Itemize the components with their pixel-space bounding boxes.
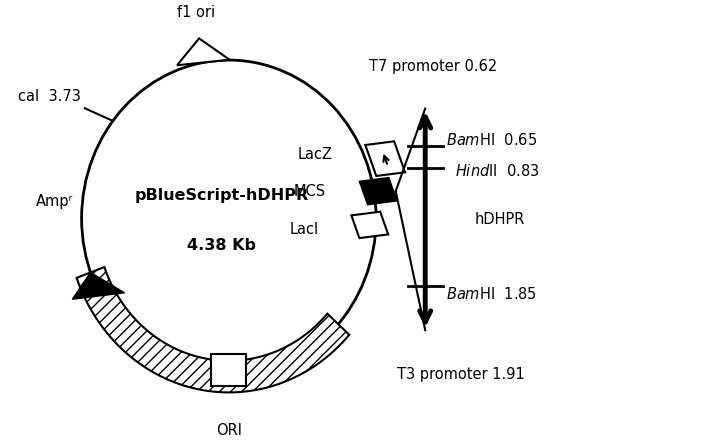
- Text: hDHPR: hDHPR: [474, 212, 525, 227]
- Text: T3 promoter 1.91: T3 promoter 1.91: [397, 367, 525, 382]
- Text: T7 promoter 0.62: T7 promoter 0.62: [369, 59, 498, 74]
- Polygon shape: [77, 267, 350, 392]
- Text: caI  3.73: caI 3.73: [19, 89, 81, 104]
- Text: MCS: MCS: [293, 183, 325, 198]
- Text: pBlueScript-hDHPR: pBlueScript-hDHPR: [135, 187, 309, 202]
- Text: f1 ori: f1 ori: [177, 5, 215, 20]
- Text: 4.38 Kb: 4.38 Kb: [187, 238, 256, 253]
- Text: $\it{Hind}$II  0.83: $\it{Hind}$II 0.83: [456, 163, 540, 179]
- Text: Ampʳ: Ampʳ: [36, 194, 73, 209]
- Text: $\it{Bam}$HI  0.65: $\it{Bam}$HI 0.65: [446, 132, 538, 148]
- Text: LacZ: LacZ: [298, 147, 333, 162]
- Polygon shape: [177, 38, 229, 65]
- Text: $\it{Bam}$HI  1.85: $\it{Bam}$HI 1.85: [446, 286, 537, 302]
- Polygon shape: [351, 212, 388, 238]
- Polygon shape: [365, 141, 405, 176]
- Text: LacI: LacI: [289, 221, 318, 236]
- Polygon shape: [360, 178, 397, 204]
- Text: ORI: ORI: [216, 423, 242, 438]
- Bar: [211, 354, 246, 386]
- Polygon shape: [73, 272, 125, 299]
